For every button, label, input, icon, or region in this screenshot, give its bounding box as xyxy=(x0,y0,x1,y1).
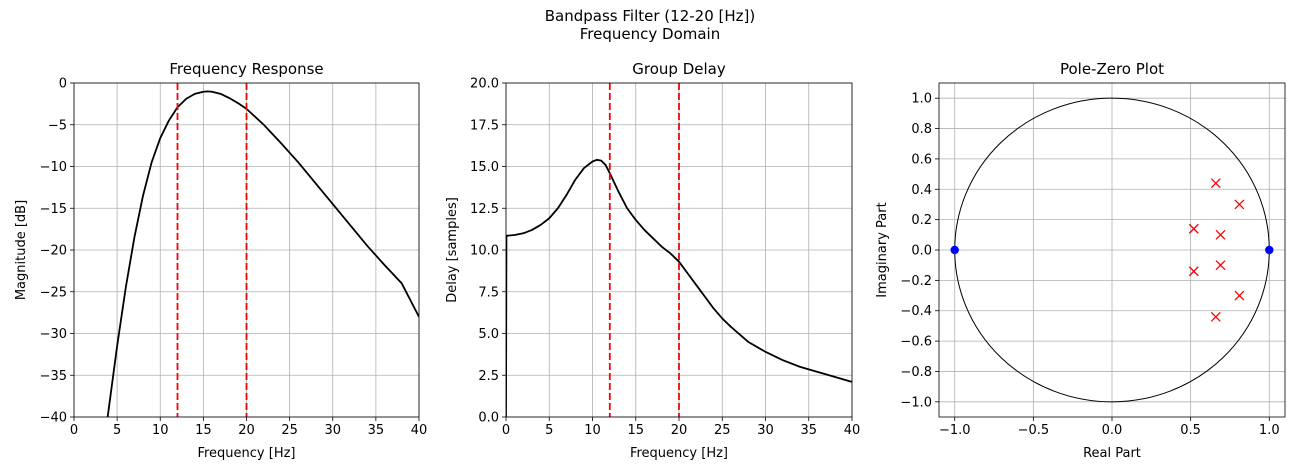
pole-zero-ytick-label-6: 0.2 xyxy=(911,213,932,228)
freq-response-ytick-label-3: −25 xyxy=(40,285,67,300)
pole-marker-1 xyxy=(1234,199,1245,210)
pole-zero-ytick-label-0: −1.0 xyxy=(900,395,932,410)
pole-zero-ytick-label-4: −0.2 xyxy=(900,274,932,289)
pole-marker-7 xyxy=(1210,311,1221,322)
pole-zero-frame xyxy=(938,82,1286,418)
group-delay-xtick-label-8: 40 xyxy=(844,423,861,438)
pole-zero-title: Pole-Zero Plot xyxy=(1060,60,1164,78)
pole-marker-stroke-b xyxy=(1188,266,1199,277)
freq-response-ylabel: Magnitude [dB] xyxy=(14,200,29,300)
group-delay-xtick-label-3: 15 xyxy=(627,423,644,438)
group-delay-xtick-label-2: 10 xyxy=(584,423,601,438)
pole-marker-stroke-b xyxy=(1215,260,1226,271)
pole-zero-xtick-label-3: 0.5 xyxy=(1180,423,1201,438)
group-delay-frame xyxy=(505,82,853,418)
group-delay-ytick-label-1: 2.5 xyxy=(478,369,499,384)
group-delay-ytick-label-4: 10.0 xyxy=(470,244,499,259)
group-delay-xtick-label-6: 30 xyxy=(757,423,774,438)
freq-response-xtick-label-7: 35 xyxy=(368,423,385,438)
group-delay-chart: 0 5 10 15 20 25 30 35 40 0.0 2.5 5.0 7.5 10.0 12.5 15.0… xyxy=(445,60,860,461)
freq-response-ytick-label-6: −10 xyxy=(40,160,67,175)
freq-response-ytick-label-2: −30 xyxy=(40,327,67,342)
freq-response-data xyxy=(106,83,419,417)
group-delay-ytick-label-6: 15.0 xyxy=(470,160,499,175)
group-delay-ytick-label-0: 0.0 xyxy=(478,411,499,426)
figure-suptitle-line2: Frequency Domain xyxy=(580,25,720,43)
freq-response-xtick-label-8: 40 xyxy=(411,423,428,438)
pole-zero-xtick-label-0: −1.0 xyxy=(939,423,971,438)
freq-response-ytick-label-0: −40 xyxy=(40,411,67,426)
pole-zero-ytick-label-1: −0.8 xyxy=(900,365,932,380)
freq-response-xtick-label-0: 0 xyxy=(70,423,78,438)
pole-marker-5 xyxy=(1188,266,1199,277)
pole-zero-data xyxy=(950,97,1274,403)
frequency-response-chart: 0 5 10 15 20 25 30 35 40 −40 −35 −30 −25 −20 −15 −10 −5 0… xyxy=(14,60,427,461)
pole-marker-stroke-b xyxy=(1210,178,1221,189)
pole-marker-4 xyxy=(1215,260,1226,271)
group-delay-ytick-label-3: 7.5 xyxy=(478,285,499,300)
pole-zero-ytick-label-2: −0.6 xyxy=(900,335,932,350)
group-delay-ytick-label-8: 20.0 xyxy=(470,77,499,92)
pole-zero-xtick-label-2: 0.0 xyxy=(1102,423,1123,438)
pole-zero-ytick-label-5: 0.0 xyxy=(911,244,932,259)
pole-marker-stroke-b xyxy=(1234,290,1245,301)
group-delay-xlabel: Frequency [Hz] xyxy=(630,446,728,461)
freq-response-xtick-label-5: 25 xyxy=(281,423,298,438)
group-delay-data xyxy=(506,83,852,417)
pole-zero-xlabel: Real Part xyxy=(1083,446,1141,461)
freq-response-xtick-label-6: 30 xyxy=(324,423,341,438)
freq-response-title: Frequency Response xyxy=(169,60,323,78)
pole-marker-stroke-b xyxy=(1234,199,1245,210)
pole-marker-6 xyxy=(1234,290,1245,301)
pole-zero-xtick-label-1: −0.5 xyxy=(1018,423,1050,438)
pole-zero-ytick-label-3: −0.4 xyxy=(900,304,932,319)
freq-response-ytick-label-5: −15 xyxy=(40,202,67,217)
group-delay-title: Group Delay xyxy=(632,60,726,78)
freq-response-xtick-label-4: 20 xyxy=(238,423,255,438)
freq-response-xtick-label-2: 10 xyxy=(152,423,169,438)
pole-zero-ylabel: Imaginary Part xyxy=(875,202,890,297)
group-delay-xtick-label-1: 5 xyxy=(545,423,553,438)
freq-response-ytick-label-4: −20 xyxy=(40,244,67,259)
pole-zero-ytick-label-8: 0.6 xyxy=(911,152,932,167)
freq-response-ytick-label-1: −35 xyxy=(40,369,67,384)
group-delay-ytick-label-5: 12.5 xyxy=(470,202,499,217)
group-delay-series-line-0 xyxy=(506,158,852,417)
pole-marker-3 xyxy=(1215,229,1226,240)
freq-response-frame xyxy=(73,82,420,418)
group-delay-xtick-label-7: 35 xyxy=(800,423,817,438)
pole-marker-stroke-b xyxy=(1210,311,1221,322)
pole-zero-ytick-label-7: 0.4 xyxy=(911,183,932,198)
pole-zero-chart: −1.0 −0.5 0.0 0.5 1.0 −1.0 −0.8 −0.6 −0.4 −0.2 0.0… xyxy=(875,60,1286,461)
freq-response-ytick-label-7: −5 xyxy=(48,118,67,133)
freq-response-xtick-label-1: 5 xyxy=(113,423,121,438)
freq-response-ytick-label-8: 0 xyxy=(59,77,67,92)
pole-zero-ytick-label-9: 0.8 xyxy=(911,122,932,137)
freq-response-xlabel: Frequency [Hz] xyxy=(197,446,295,461)
pole-zero-xtick-label-4: 1.0 xyxy=(1259,423,1280,438)
group-delay-ytick-label-7: 17.5 xyxy=(470,118,499,133)
group-delay-ylabel: Delay [samples] xyxy=(445,197,460,303)
group-delay-xtick-label-4: 20 xyxy=(671,423,688,438)
pole-zero-ytick-label-10: 1.0 xyxy=(911,92,932,107)
group-delay-xtick-label-0: 0 xyxy=(502,423,510,438)
pole-marker-stroke-b xyxy=(1188,223,1199,234)
figure-suptitle-line1: Bandpass Filter (12-20 [Hz]) xyxy=(545,7,755,25)
freq-response-series-line-0 xyxy=(106,90,419,417)
pole-marker-0 xyxy=(1210,178,1221,189)
group-delay-ytick-label-2: 5.0 xyxy=(478,327,499,342)
pole-marker-stroke-b xyxy=(1215,229,1226,240)
group-delay-xtick-label-5: 25 xyxy=(714,423,731,438)
zero-marker-1 xyxy=(1265,245,1274,255)
pole-marker-2 xyxy=(1188,223,1199,234)
zero-marker-0 xyxy=(950,245,959,255)
freq-response-xtick-label-3: 15 xyxy=(195,423,212,438)
